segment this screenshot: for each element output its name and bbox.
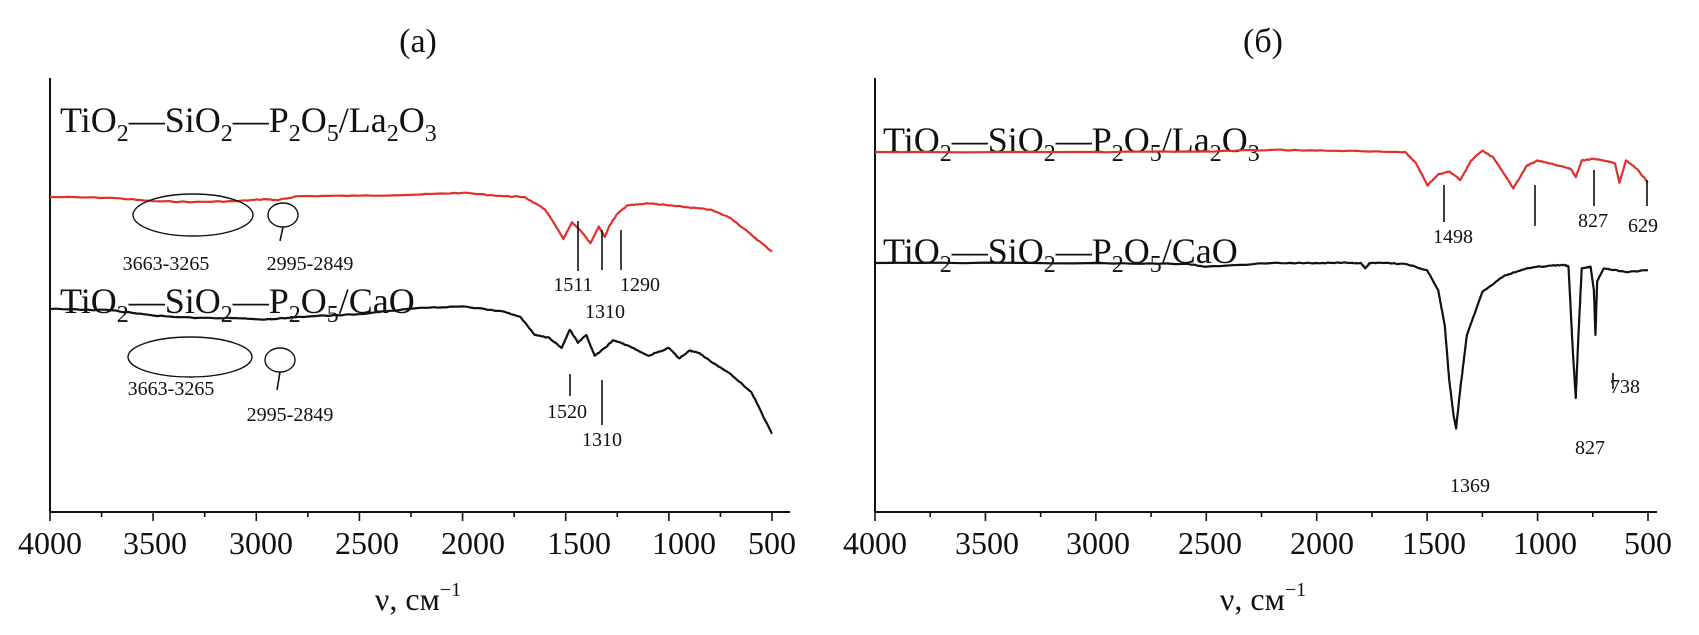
panel-b-ann-738: 738 <box>1610 376 1640 398</box>
panel-a-ticks <box>49 512 773 521</box>
panel-a-series-la2o3-line <box>49 191 773 253</box>
panel-b-tick-label: 2500 <box>1178 525 1242 561</box>
panel-b-ann-827-ca: 827 <box>1575 437 1605 459</box>
panel-a-la2o3-oh-ellipse <box>132 193 254 237</box>
panel-a-tick-label: 4000 <box>18 525 82 561</box>
panel-a-cao-oh-ellipse <box>127 336 253 378</box>
panel-a-label-la2o3: TiO2—SiO2—P2O5/La2O3 <box>60 100 437 147</box>
panel-a-la2o3-ch-leader <box>279 226 284 242</box>
panel-b-tick-label: 3500 <box>955 525 1019 561</box>
panel-b-series-la2o3-line <box>874 148 1649 190</box>
panel-a-tick-label: 2500 <box>335 525 399 561</box>
panel-a-tick-label: 3500 <box>123 525 187 561</box>
panel-a-ann-1511: 1511 <box>553 274 592 296</box>
panel-a-ann-3663-3265-ca: 3663-3265 <box>128 378 215 400</box>
panel-a: (a) 4000 3500 3000 2500 2000 1500 1000 5… <box>18 23 796 617</box>
panel-b-tick-label: 4000 <box>843 525 907 561</box>
panel-b-ann-827-la: 827 <box>1578 210 1608 232</box>
panel-b-tick-label: 500 <box>1624 525 1672 561</box>
panel-a-tick-label: 500 <box>748 525 796 561</box>
panel-a-cao-ch-leader <box>276 371 281 391</box>
panel-a-ann-1310-ca: 1310 <box>582 429 622 451</box>
panel-b: (б) 4000 3500 3000 2500 2000 1500 1000 5… <box>843 23 1672 617</box>
panel-a-label-cao: TiO2—SiO2—P2O5/CaO <box>60 281 415 328</box>
panel-b-ticks <box>874 512 1649 521</box>
panel-a-ann-2995-2849-ca: 2995-2849 <box>247 404 334 426</box>
panel-a-ann-2995-2849-la: 2995-2849 <box>267 253 354 275</box>
panel-a-tick-label: 1000 <box>652 525 716 561</box>
panel-b-label-cao: TiO2—SiO2—P2O5/CaO <box>883 231 1238 278</box>
panel-b-label-la2o3: TiO2—SiO2—P2O5/La2O3 <box>883 120 1260 167</box>
panel-b-tick-label: 1500 <box>1402 525 1466 561</box>
panel-a-series-cao-line <box>49 305 773 435</box>
panel-b-ann-1498: 1498 <box>1433 226 1473 248</box>
panel-b-title: (б) <box>1243 23 1283 60</box>
panel-a-title: (a) <box>399 23 437 60</box>
panel-b-tick-label: 2000 <box>1290 525 1354 561</box>
panel-b-ann-1369: 1369 <box>1450 475 1490 497</box>
panel-a-ann-1290: 1290 <box>620 274 660 296</box>
panel-b-ann-629: 629 <box>1628 215 1658 237</box>
panel-a-la2o3-ch-ellipse <box>267 202 299 228</box>
panel-a-ann-1520: 1520 <box>547 401 587 423</box>
panel-b-tick-label: 3000 <box>1066 525 1130 561</box>
panel-a-cao-ch-ellipse <box>264 347 296 373</box>
panel-b-x-axis-label: ν, см−1 <box>1220 579 1306 617</box>
panel-b-series-cao-line <box>874 261 1649 430</box>
panel-a-tick-label: 2000 <box>441 525 505 561</box>
panel-b-tick-label: 1000 <box>1513 525 1577 561</box>
panel-a-x-axis-label: ν, см−1 <box>375 579 461 617</box>
panel-a-tick-label: 1500 <box>547 525 611 561</box>
panel-a-ann-3663-3265-la: 3663-3265 <box>123 253 210 275</box>
panel-a-tick-label: 3000 <box>229 525 293 561</box>
panel-a-ann-1310-la: 1310 <box>585 301 625 323</box>
